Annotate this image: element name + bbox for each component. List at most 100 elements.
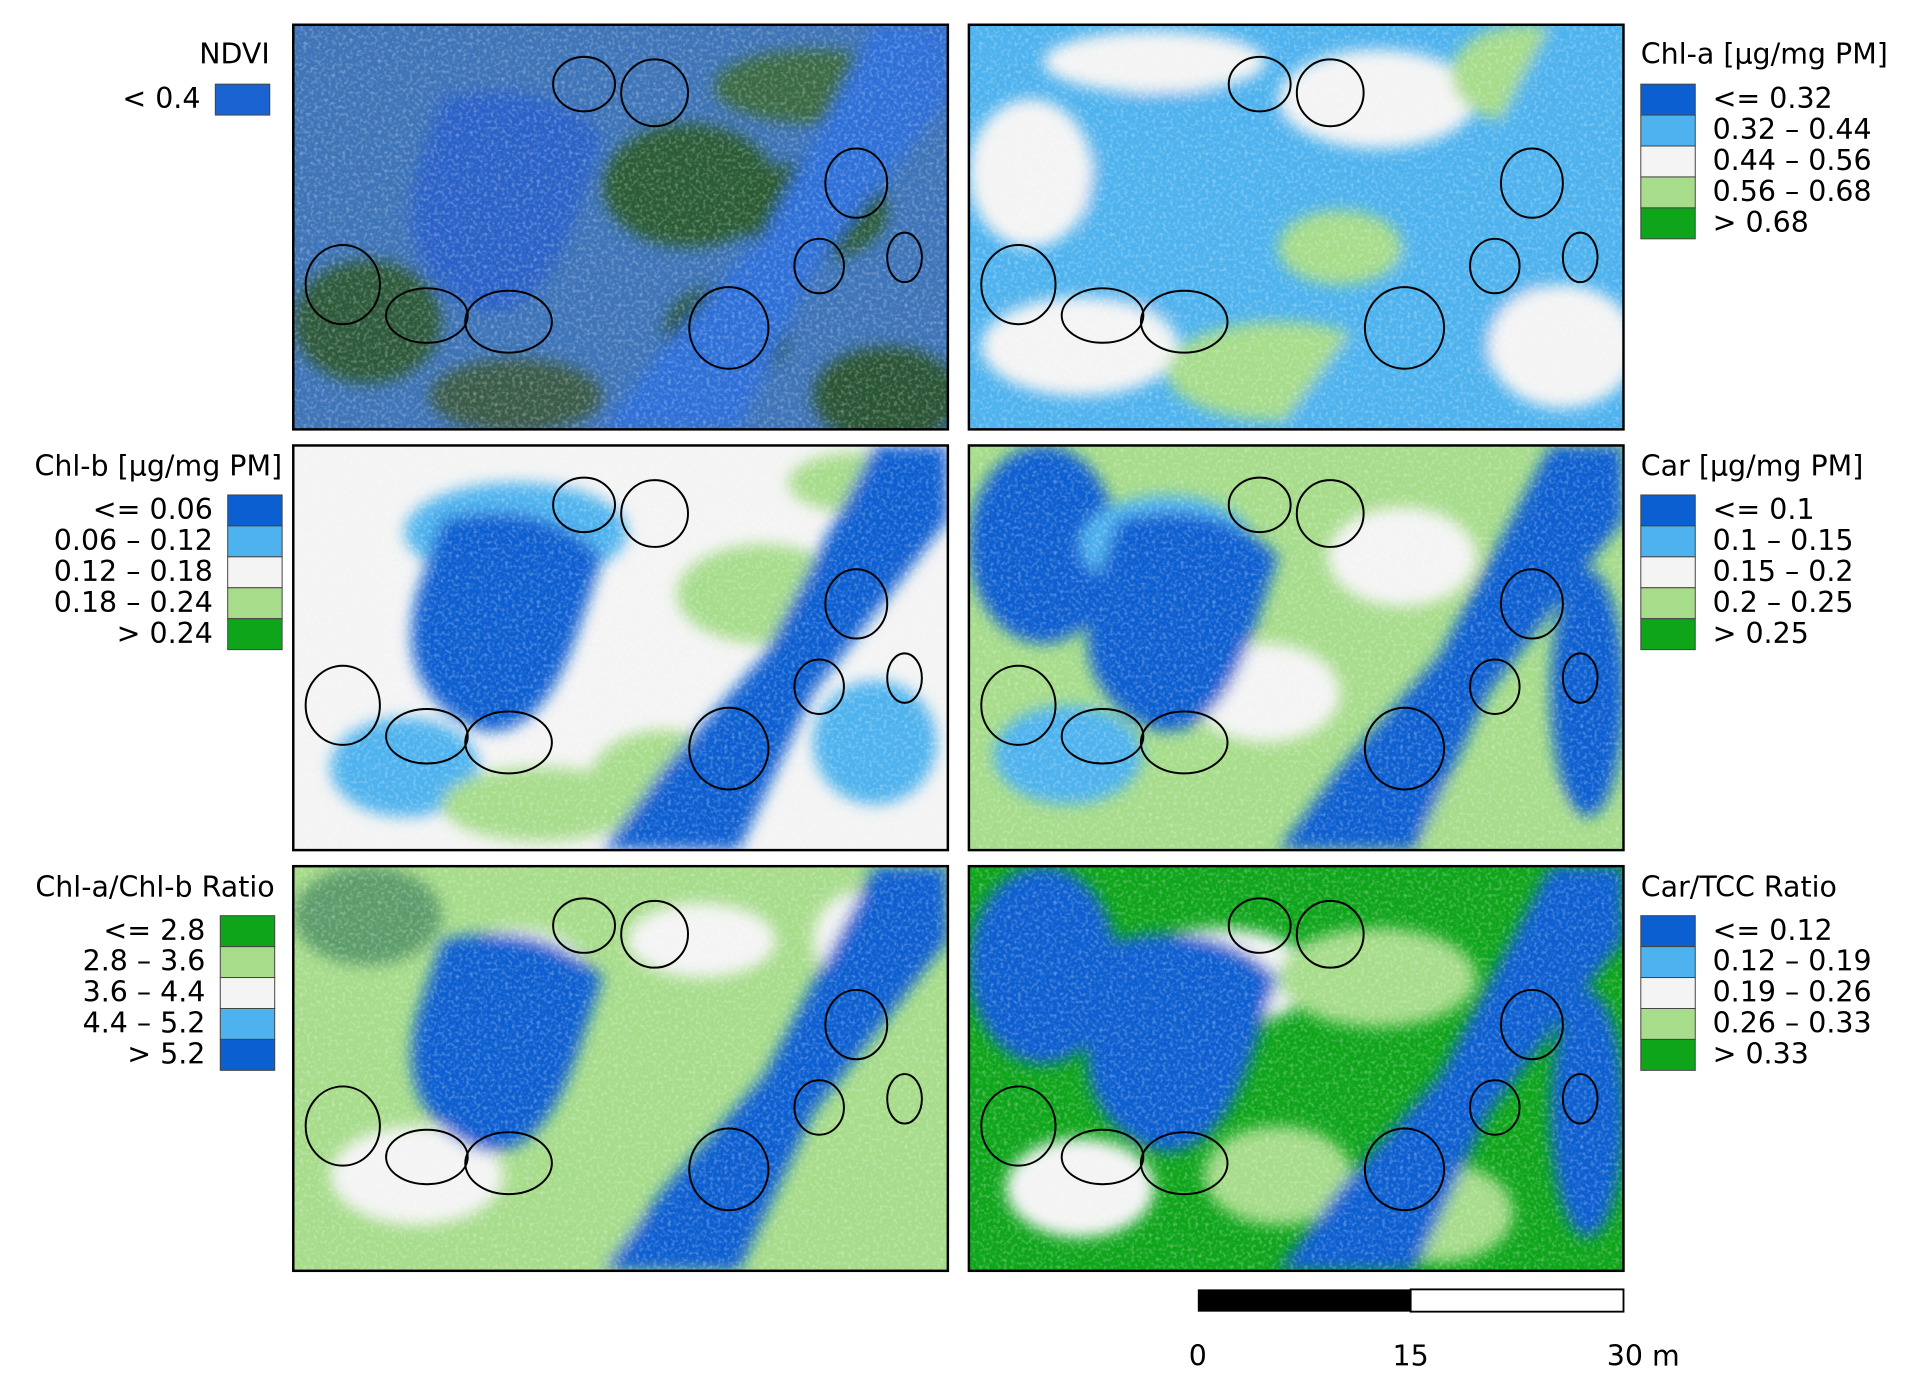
legend: Car/TCC Ratio <= 0.120.12 – 0.190.19 – 0.… bbox=[1640, 870, 1872, 1071]
map-frame bbox=[292, 23, 950, 431]
legend-label: <= 0.12 bbox=[1713, 914, 1833, 947]
legend-label: <= 0.06 bbox=[93, 493, 213, 526]
plot-outline bbox=[1363, 286, 1446, 370]
map-frame bbox=[967, 23, 1625, 431]
plot-outline bbox=[1561, 231, 1599, 284]
map-panel bbox=[967, 23, 1625, 431]
plot-outline bbox=[1139, 1131, 1229, 1196]
legend-label: 0.1 – 0.15 bbox=[1713, 524, 1854, 557]
map-frame bbox=[292, 864, 950, 1273]
plot-outline bbox=[886, 652, 923, 704]
legend: Chl-a/Chl-b Ratio <= 2.82.8 – 3.63.6 – 4.… bbox=[35, 870, 276, 1071]
legend-swatch bbox=[219, 1038, 276, 1071]
legend: NDVI < 0.4 bbox=[122, 38, 271, 116]
plot-outline bbox=[1561, 1073, 1599, 1125]
map-texture bbox=[968, 445, 1624, 851]
plot-outline bbox=[1295, 479, 1365, 548]
plot-outline bbox=[1469, 1079, 1521, 1136]
plot-outline bbox=[793, 1079, 845, 1136]
map-frame bbox=[967, 864, 1625, 1273]
plot-outline bbox=[1469, 658, 1521, 715]
map-panel bbox=[967, 444, 1625, 852]
legend-label: 0.32 – 0.44 bbox=[1713, 113, 1872, 146]
plot-outline bbox=[620, 479, 689, 548]
plot-outline bbox=[793, 658, 845, 715]
plot-outline bbox=[385, 708, 469, 765]
plot-outline bbox=[304, 664, 381, 746]
legend-label: 0.15 – 0.2 bbox=[1713, 555, 1854, 588]
plot-outline bbox=[620, 899, 689, 969]
map-frame bbox=[967, 444, 1625, 852]
plot-outline bbox=[980, 664, 1057, 746]
map-texture bbox=[293, 866, 948, 1271]
legend-swatch bbox=[227, 587, 283, 620]
legend-title: Car [µg/mg PM] bbox=[1641, 450, 1864, 483]
plot-outline bbox=[1469, 237, 1521, 295]
legend-label: > 0.25 bbox=[1713, 617, 1809, 650]
legend-swatch bbox=[1640, 176, 1696, 209]
plot-outline bbox=[464, 1131, 553, 1196]
legend-swatch bbox=[1640, 977, 1696, 1009]
plot-outline bbox=[886, 231, 923, 284]
legend-label: 0.12 – 0.19 bbox=[1713, 945, 1872, 978]
legend-label: <= 2.8 bbox=[103, 914, 205, 947]
legend-swatch bbox=[227, 525, 283, 558]
scale-bar-white bbox=[1409, 1288, 1625, 1313]
legend-swatch bbox=[214, 83, 271, 116]
plot-outline bbox=[1060, 708, 1145, 765]
plot-outline bbox=[793, 237, 845, 295]
plot-outline bbox=[688, 286, 770, 370]
legend-label: > 0.24 bbox=[117, 617, 213, 650]
legend-swatch bbox=[1640, 83, 1696, 116]
legend-label: 0.56 – 0.68 bbox=[1713, 175, 1872, 208]
legend-label: 0.12 – 0.18 bbox=[54, 555, 213, 588]
legend-swatch bbox=[1640, 1038, 1696, 1071]
map-texture bbox=[293, 445, 948, 851]
legend-swatch bbox=[219, 977, 276, 1009]
legend-swatch bbox=[1640, 618, 1696, 651]
plot-outline bbox=[620, 58, 689, 128]
legend-swatch bbox=[219, 915, 276, 948]
legend-label: 0.2 – 0.25 bbox=[1713, 586, 1854, 619]
plot-outline bbox=[1561, 652, 1599, 704]
legend-title: NDVI bbox=[199, 38, 270, 71]
scale-bar: 0 15 30 m bbox=[1189, 1288, 1680, 1372]
plot-outline bbox=[824, 988, 889, 1061]
plot-outline bbox=[385, 287, 469, 344]
legend-label: 0.19 – 0.26 bbox=[1713, 976, 1872, 1009]
plot-outline bbox=[1139, 289, 1229, 354]
legend-swatch bbox=[227, 618, 283, 651]
legend-label: 4.4 – 5.2 bbox=[83, 1007, 206, 1040]
map-panel bbox=[292, 23, 950, 431]
legend: Chl-a [µg/mg PM] <= 0.320.32 – 0.440.44 –… bbox=[1640, 38, 1888, 240]
plot-outline bbox=[980, 1085, 1057, 1167]
legend-swatch bbox=[227, 494, 283, 527]
plot-outline bbox=[1227, 55, 1292, 113]
plot-outline bbox=[824, 147, 889, 219]
scale-label: 15 bbox=[1393, 1339, 1429, 1372]
map-texture bbox=[293, 24, 948, 430]
legend-swatch bbox=[1640, 946, 1696, 979]
plot-outline bbox=[464, 710, 553, 775]
legend-swatch bbox=[1640, 525, 1696, 558]
plot-outline bbox=[1499, 568, 1564, 640]
map-panel bbox=[967, 864, 1625, 1273]
legend-label: 0.44 – 0.56 bbox=[1713, 144, 1872, 177]
map-raster bbox=[293, 445, 948, 851]
legend-swatch bbox=[219, 1007, 276, 1040]
legend-swatch bbox=[1640, 145, 1696, 178]
plot-outline bbox=[1363, 706, 1446, 791]
legend-label: 2.8 – 3.6 bbox=[83, 945, 206, 978]
map-raster bbox=[968, 866, 1624, 1271]
plot-outline bbox=[688, 1127, 770, 1212]
legend-label: 0.18 – 0.24 bbox=[54, 586, 213, 619]
legend-label: 0.26 – 0.33 bbox=[1713, 1007, 1872, 1040]
scale-label: 0 bbox=[1189, 1339, 1207, 1372]
legend-swatch bbox=[227, 556, 283, 589]
plot-outline bbox=[552, 55, 616, 113]
legend-label: 0.06 – 0.12 bbox=[54, 524, 213, 557]
legend: Car [µg/mg PM] <= 0.10.1 – 0.150.15 – 0.2… bbox=[1640, 450, 1864, 651]
plot-outline bbox=[1060, 287, 1145, 344]
map-raster bbox=[293, 866, 948, 1271]
plot-outline bbox=[552, 476, 616, 534]
